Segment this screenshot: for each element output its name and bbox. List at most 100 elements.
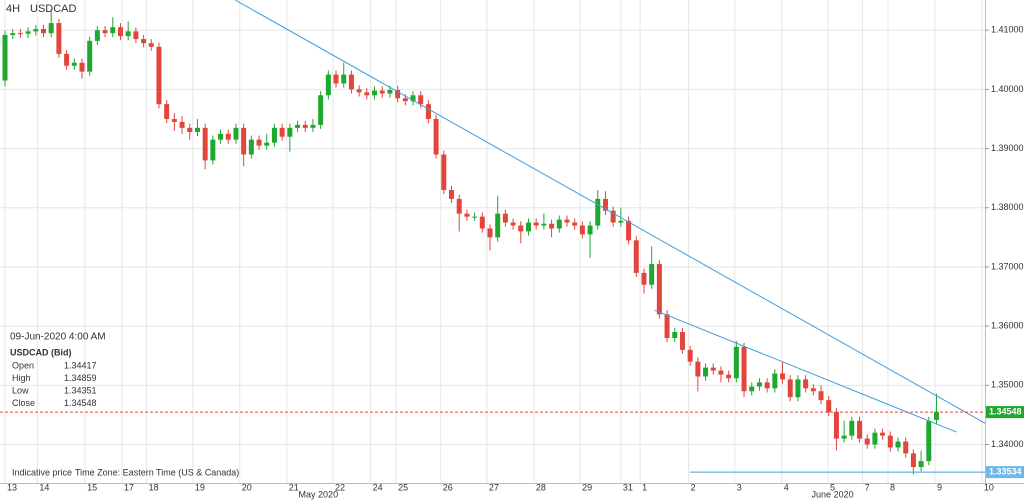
support-label: 1.33534 <box>989 466 1022 476</box>
candle-body <box>341 74 347 84</box>
x-tick-label: 24 <box>373 482 383 492</box>
month-label: June 2020 <box>812 489 854 499</box>
x-tick-label: 7 <box>865 482 870 492</box>
candle-body <box>33 29 39 32</box>
footer-note: Indicative price <box>12 467 72 477</box>
candle-body <box>479 216 485 229</box>
candle-body <box>710 367 716 371</box>
candle-body <box>664 314 670 338</box>
candle-body <box>641 272 647 285</box>
candle-body <box>425 104 431 119</box>
candle-body <box>733 346 739 379</box>
candle-body <box>803 379 809 389</box>
candle-body <box>572 222 578 226</box>
candle-body <box>256 139 262 146</box>
candle-body <box>102 30 108 34</box>
candle-body <box>764 382 770 389</box>
x-tick-label: 19 <box>195 482 205 492</box>
candle-body <box>233 127 239 140</box>
x-tick-label: 17 <box>124 482 134 492</box>
candle-body <box>202 127 208 161</box>
candle-body <box>564 219 570 223</box>
candle-body <box>934 412 940 420</box>
x-tick-label: 14 <box>39 482 49 492</box>
candle-body <box>348 74 354 90</box>
candle-body <box>525 222 531 232</box>
candle-body <box>703 367 709 377</box>
candle-body <box>133 31 139 40</box>
candle-body <box>695 361 701 377</box>
info-value: 1.34351 <box>64 385 97 395</box>
y-tick-label: 1.37000 <box>991 261 1024 271</box>
candle-body <box>533 222 539 226</box>
candle-body <box>71 62 77 66</box>
candle-body <box>726 374 732 379</box>
candle-body <box>17 33 23 35</box>
x-tick-label: 5 <box>830 482 835 492</box>
y-tick-label: 1.41000 <box>991 25 1024 35</box>
x-tick-label: 13 <box>7 482 17 492</box>
y-tick-label: 1.34000 <box>991 439 1024 449</box>
candle-body <box>141 39 147 44</box>
candle-body <box>910 453 916 468</box>
x-tick-label: 22 <box>335 482 345 492</box>
candle-body <box>787 379 793 398</box>
candle-body <box>502 213 508 223</box>
x-tick-label: 21 <box>289 482 299 492</box>
candle-body <box>333 74 339 84</box>
candle-body <box>857 420 863 439</box>
candle-body <box>718 370 724 375</box>
info-datetime: 09-Jun-2020 4:00 AM <box>10 332 106 343</box>
candle-body <box>610 210 616 223</box>
candle-body <box>595 198 601 226</box>
candle-body <box>264 142 270 146</box>
candle-body <box>48 23 54 34</box>
candle-body <box>110 27 116 34</box>
candle-body <box>387 89 393 94</box>
x-tick-label: 1 <box>642 482 647 492</box>
last-price-tag <box>986 406 1024 419</box>
candle-body <box>449 190 455 199</box>
candle-body <box>125 31 131 37</box>
info-value: 1.34417 <box>64 360 97 370</box>
candle-body <box>395 89 401 99</box>
candle-body <box>441 154 447 191</box>
candle-body <box>772 373 778 389</box>
candle-body <box>849 420 855 436</box>
candle-body <box>464 213 470 217</box>
candle-body <box>218 133 224 140</box>
candle-body <box>633 240 639 273</box>
timeframe: 4H <box>6 3 20 15</box>
candle-body <box>833 411 839 439</box>
candle-body <box>749 386 755 392</box>
candle-body <box>10 33 16 35</box>
info-value: 1.34859 <box>64 373 97 383</box>
candle-body <box>295 124 301 128</box>
month-label: May 2020 <box>299 489 339 499</box>
candle-body <box>541 223 547 226</box>
candle-body <box>795 379 801 398</box>
candle-body <box>918 461 924 468</box>
candle-body <box>518 225 524 232</box>
info-value: 1.34548 <box>64 398 97 408</box>
candle-body <box>510 222 516 226</box>
candle-body <box>656 263 662 315</box>
candle-body <box>287 127 293 137</box>
candle-body <box>210 139 216 161</box>
candle-body <box>225 133 231 140</box>
info-label: Low <box>12 385 29 395</box>
candle-body <box>687 349 693 362</box>
y-tick-label: 1.38000 <box>991 202 1024 212</box>
candle-body <box>602 198 608 211</box>
y-tick-label: 1.36000 <box>991 321 1024 331</box>
footer-timezone: Time Zone: Eastern Time (US & Canada) <box>75 467 239 477</box>
candle-body <box>887 435 893 448</box>
candle-body <box>164 104 170 119</box>
candle-body <box>895 441 901 448</box>
x-tick-label: 26 <box>443 482 453 492</box>
candle-body <box>64 53 70 66</box>
candles <box>2 0 986 475</box>
candle-body <box>325 74 331 96</box>
candle-body <box>25 31 31 34</box>
